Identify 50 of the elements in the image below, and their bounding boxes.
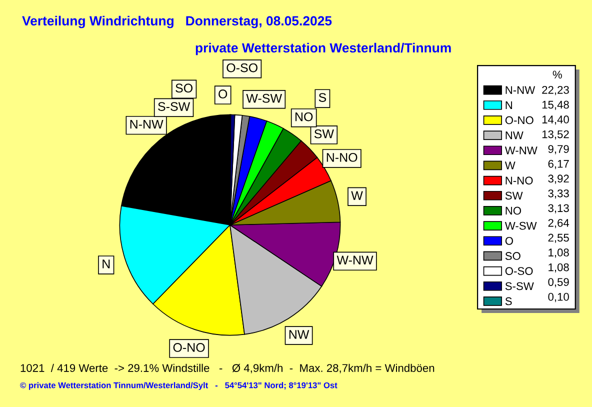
data-label: 3,92 bbox=[548, 174, 569, 184]
legend-label: N-NW bbox=[506, 86, 536, 94]
slice-label: W-NW bbox=[336, 256, 374, 264]
slice-label: W-SW bbox=[246, 94, 282, 103]
slice-label: NW bbox=[289, 330, 310, 339]
legend-label: O-SO bbox=[505, 267, 533, 275]
legend-label: S bbox=[505, 297, 512, 306]
data-label: 0,10 bbox=[548, 292, 569, 302]
legend-label: S-SW bbox=[505, 282, 534, 290]
slice-label: NO bbox=[296, 112, 313, 122]
legend-label: W-NW bbox=[504, 146, 538, 154]
category-label: S bbox=[318, 93, 326, 102]
data-label: 15,48 bbox=[542, 100, 569, 110]
chart-title: Verteilung Windrichtung Donnerstag, 08.05.2025 bbox=[22, 16, 332, 28]
data-label: 6,17 bbox=[548, 160, 569, 170]
legend-label: N bbox=[506, 101, 512, 109]
legend-label: O bbox=[505, 236, 513, 245]
data-label: 2,64 bbox=[548, 219, 570, 228]
legend-label: O-NO bbox=[505, 116, 534, 124]
legend-label: NW bbox=[506, 131, 524, 140]
data-label: 3,33 bbox=[548, 189, 569, 199]
legend-title: % bbox=[552, 70, 562, 78]
category-label: O bbox=[218, 90, 228, 98]
data-label: 9,79 bbox=[548, 145, 569, 154]
chart-subtitle: private Wetterstation Westerland/Tinnum bbox=[196, 42, 451, 56]
legend-label: W bbox=[504, 162, 516, 170]
slice-label: N bbox=[102, 260, 110, 268]
slice-label: N-NO bbox=[326, 152, 358, 162]
slice-label: W bbox=[351, 191, 363, 200]
legend-label: W-SW bbox=[504, 222, 537, 230]
data-label: 2,55 bbox=[548, 234, 569, 243]
data-label: 1,08 bbox=[548, 248, 569, 258]
slice-label: O-NO bbox=[173, 343, 205, 352]
text: 1021 / 419 Werte -> 29.1% Windstille - Ø 4,9km/h - Max. 28,7km/h = Windböen bbox=[20, 364, 434, 374]
text: © private Wetterstation Tinnum/Westerland/Sylt - 54°54'13" Nord; 8°19'13" Ost bbox=[20, 382, 338, 390]
data-label: 22,23 bbox=[542, 86, 569, 96]
slice-label: N-NW bbox=[130, 120, 164, 129]
data-label: 0,59 bbox=[548, 278, 569, 288]
legend-label: SO bbox=[505, 252, 520, 260]
data-label: 13,52 bbox=[542, 130, 569, 140]
slice-label: O-SO bbox=[226, 63, 258, 72]
data-label: 14,40 bbox=[542, 116, 569, 125]
data-label: 3,13 bbox=[548, 204, 569, 214]
slice-label: SW bbox=[314, 129, 334, 138]
category-label: S-SW bbox=[158, 102, 190, 111]
legend-label: N-NO bbox=[506, 176, 533, 184]
legend-label: SW bbox=[505, 192, 523, 200]
data-label: 1,08 bbox=[548, 263, 569, 273]
legend-label: NO bbox=[506, 206, 522, 215]
category-label: SO bbox=[176, 84, 192, 93]
